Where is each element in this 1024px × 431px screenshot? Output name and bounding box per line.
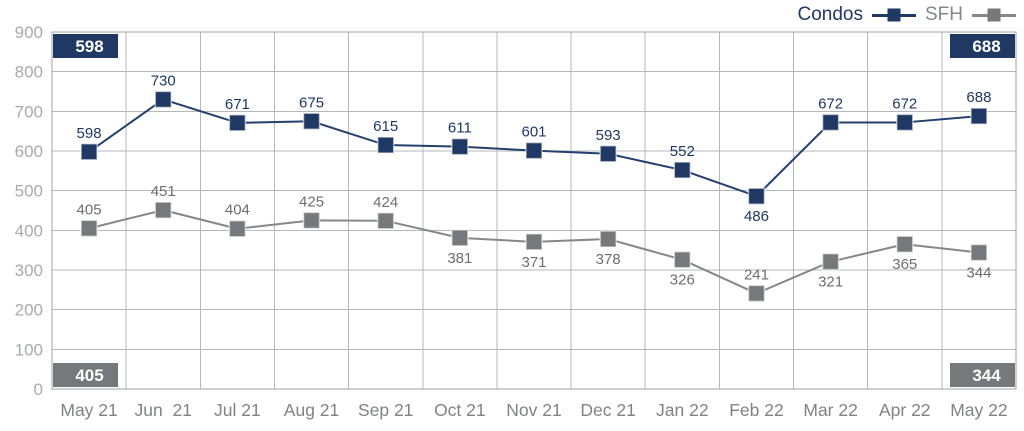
y-tick-label: 100 (15, 340, 43, 359)
condos-marker (525, 141, 543, 160)
badge-bottom-left-value: 405 (75, 366, 103, 385)
x-axis-label: Jun 21 (135, 400, 192, 420)
legend-condos-label: Condos (797, 4, 864, 25)
condos-point-label: 672 (818, 95, 843, 112)
condos-legend-marker-icon (872, 8, 916, 22)
condos-point-label: 611 (448, 120, 472, 137)
condos-marker (80, 143, 98, 161)
sfh-marker (525, 233, 543, 251)
condos-point-label: 672 (892, 95, 917, 112)
sfh-line (88, 209, 980, 295)
sfh-point-label: 241 (744, 266, 769, 283)
condos-point-label: 730 (151, 72, 176, 89)
condos-marker (228, 114, 247, 132)
badge-condos-top-left (53, 34, 118, 58)
sfh-marker (747, 284, 766, 303)
sfh-point-label: 344 (966, 265, 991, 282)
badge-top-right-value: 688 (972, 37, 1000, 56)
condos-marker (970, 107, 988, 125)
y-tick-label: 500 (15, 182, 43, 201)
sfh-marker (673, 250, 692, 269)
sfh-marker (970, 243, 988, 262)
x-axis-label: Jul 21 (214, 400, 261, 420)
badge-condos-top-right (950, 34, 1015, 58)
y-tick-label: 300 (15, 261, 43, 280)
y-tick-label: 600 (15, 142, 43, 161)
condos-marker (599, 145, 617, 163)
x-axis-label: Apr 22 (879, 400, 931, 420)
sfh-legend-marker-icon (972, 8, 1016, 22)
condos-point-label: 593 (596, 127, 621, 144)
x-axis-label: May 22 (950, 400, 1007, 420)
badge-sfh-bottom-left (53, 363, 118, 387)
sfh-point-label: 365 (892, 256, 917, 273)
sfh-marker (154, 201, 172, 219)
sfh-marker (80, 219, 98, 238)
y-tick-label: 700 (15, 102, 43, 121)
legend: Condos SFH (797, 2, 1016, 28)
badge-sfh-bottom-right (950, 363, 1015, 387)
sfh-point-label: 405 (77, 201, 102, 218)
y-tick-label: 0 (34, 380, 43, 399)
condos-marker (451, 137, 469, 156)
x-axis-label: Jan 22 (656, 400, 709, 420)
condos-marker (747, 187, 766, 205)
condos-point-label: 671 (225, 96, 250, 113)
sfh-point-label: 321 (818, 274, 843, 291)
sfh-marker (451, 229, 469, 247)
x-axis-label: Dec 21 (580, 400, 635, 420)
sfh-point-label: 424 (373, 194, 398, 211)
condos-marker (673, 161, 692, 179)
badge-bottom-right-value: 344 (972, 366, 1001, 385)
sfh-point-label: 451 (151, 183, 176, 200)
x-axis-label: Sep 21 (358, 400, 413, 420)
sfh-point-label: 371 (521, 254, 546, 271)
x-axis-label: May 21 (60, 400, 117, 420)
y-tick-label: 800 (15, 63, 43, 82)
y-tick-label: 400 (15, 221, 43, 240)
sfh-marker (302, 211, 321, 230)
y-tick-label: 900 (15, 23, 43, 42)
condos-point-label: 688 (966, 89, 991, 106)
condos-point-label: 601 (521, 124, 546, 141)
condos-marker (376, 136, 395, 154)
plot-border (51, 31, 1017, 390)
x-axis-label: Nov 21 (506, 400, 561, 420)
condos-point-label: 675 (299, 94, 324, 111)
y-tick-label: 200 (15, 301, 43, 320)
x-axis-label: Aug 21 (284, 400, 339, 420)
sfh-point-label: 381 (447, 250, 472, 267)
sfh-marker (376, 212, 395, 230)
condos-point-label: 598 (77, 125, 102, 142)
condos-marker (302, 112, 321, 130)
x-axis-label: Oct 21 (434, 400, 486, 420)
sfh-point-label: 326 (670, 272, 695, 289)
sfh-marker (599, 230, 617, 248)
sfh-point-label: 378 (596, 251, 621, 268)
legend-sfh-label: SFH (925, 4, 963, 25)
condos-marker (896, 113, 914, 132)
sfh-point-label: 404 (225, 202, 250, 219)
sfh-marker (228, 219, 247, 238)
sfh-point-label: 425 (299, 193, 324, 210)
badge-top-left-value: 598 (75, 37, 103, 56)
condos-point-label: 552 (670, 143, 695, 160)
x-axis-label: Mar 22 (803, 400, 857, 420)
sfh-marker (896, 235, 914, 253)
condos-marker (154, 90, 172, 109)
x-axis-label: Feb 22 (729, 400, 783, 420)
condos-marker (821, 113, 840, 132)
sfh-marker (821, 252, 840, 271)
condos-point-label: 615 (373, 118, 398, 135)
condos-point-label: 486 (744, 208, 769, 225)
